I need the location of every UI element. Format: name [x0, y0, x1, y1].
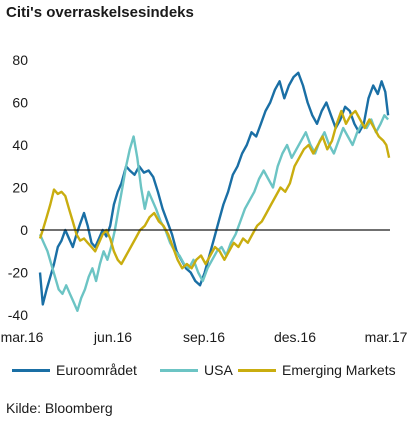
x-tick-label: mar.17	[365, 329, 408, 345]
legend-swatch-usa	[160, 368, 198, 372]
y-tick-label: 20	[12, 180, 28, 196]
line-chart: 80 60 40 20 0 -20 -40 mar.16 jun.16 sep.16 des.16…	[1, 52, 408, 345]
legend-item-emerging-markets: Emerging Markets	[238, 362, 396, 378]
series-line-usa	[38, 114, 390, 312]
legend-item-euroomradet: Euroområdet	[12, 362, 137, 378]
legend-label-emerging-markets: Emerging Markets	[282, 362, 396, 378]
y-tick-label: 60	[12, 95, 28, 111]
legend-swatch-emerging-markets	[238, 368, 276, 372]
y-axis-ticks: 80 60 40 20 0 -20 -40	[8, 52, 28, 323]
legend-swatch-euroomradet	[12, 368, 50, 372]
x-axis-ticks: mar.16 jun.16 sep.16 des.16 mar.17	[1, 329, 408, 345]
x-tick-label: jun.16	[93, 329, 132, 345]
legend: Euroområdet USA Emerging Markets	[12, 362, 412, 384]
y-tick-label: 80	[12, 52, 28, 68]
series-line-emerging-markets	[38, 109, 391, 270]
y-tick-label: 40	[12, 137, 28, 153]
y-tick-label: -40	[8, 307, 28, 323]
y-tick-label: -20	[8, 265, 28, 281]
legend-label-usa: USA	[204, 362, 233, 378]
source-note: Kilde: Bloomberg	[6, 400, 113, 416]
series-layer	[38, 71, 391, 312]
y-tick-label: 0	[20, 222, 28, 238]
x-tick-label: des.16	[274, 329, 316, 345]
legend-label-euroomradet: Euroområdet	[56, 362, 137, 378]
x-tick-label: sep.16	[183, 329, 225, 345]
legend-item-usa: USA	[160, 362, 233, 378]
x-tick-label: mar.16	[1, 329, 44, 345]
chart-title: Citi's overraskelsesindeks	[6, 4, 194, 21]
